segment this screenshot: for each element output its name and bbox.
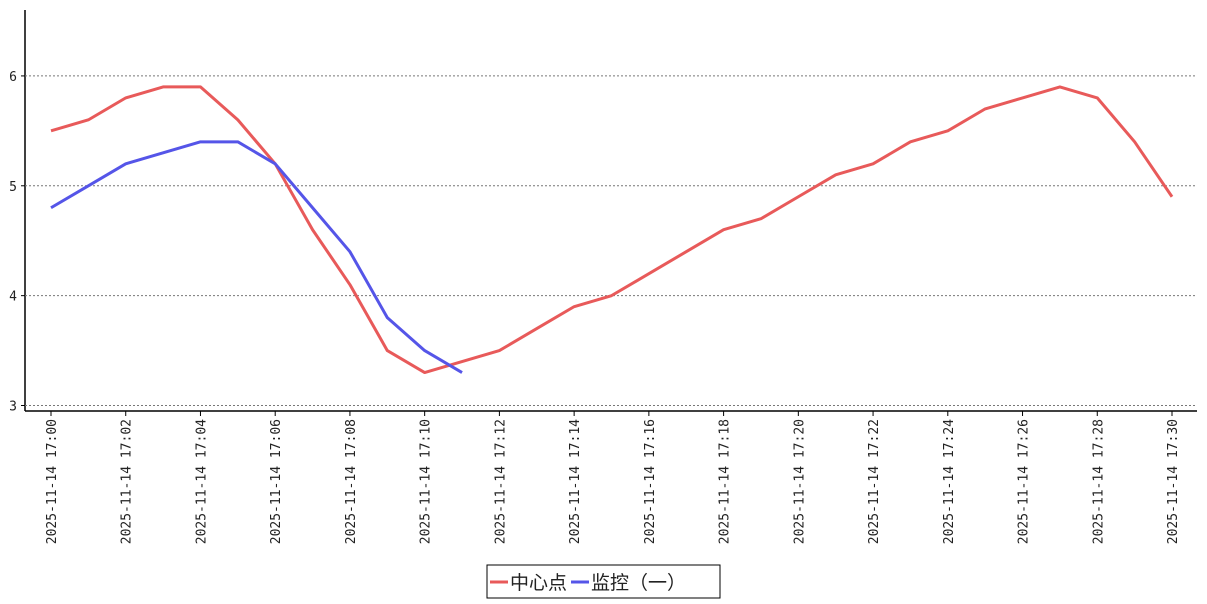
x-tick-label: 2025-11-14 17:06	[269, 419, 284, 544]
y-tick-label: 6	[9, 70, 17, 85]
x-tick-label: 2025-11-14 17:22	[867, 419, 882, 544]
legend-label: 中心点	[510, 572, 567, 594]
x-tick-label: 2025-11-14 17:20	[792, 419, 807, 544]
legend-label: 监控（一）	[591, 572, 686, 594]
x-tick-label: 2025-11-14 17:04	[194, 419, 209, 544]
series-line	[50, 140, 463, 374]
x-tick-label: 2025-11-14 17:12	[493, 419, 508, 544]
y-tick-label: 3	[9, 400, 17, 415]
y-tick-label: 4	[9, 290, 17, 305]
x-tick-label: 2025-11-14 17:02	[120, 419, 135, 544]
x-tick-label: 2025-11-14 17:14	[568, 419, 583, 544]
x-tick-label: 2025-11-14 17:00	[45, 419, 60, 544]
x-tick-label: 2025-11-14 17:16	[643, 419, 658, 544]
x-tick-label: 2025-11-14 17:10	[419, 419, 434, 544]
x-tick-label: 2025-11-14 17:18	[718, 419, 733, 544]
x-tick-label: 2025-11-14 17:26	[1017, 419, 1032, 544]
x-tick-label: 2025-11-14 17:08	[344, 419, 359, 544]
legend-box	[486, 564, 721, 599]
x-tick-label: 2025-11-14 17:24	[942, 419, 957, 544]
series-line	[50, 85, 1174, 375]
x-tick-label: 2025-11-14 17:30	[1166, 419, 1181, 544]
x-tick-label: 2025-11-14 17:28	[1091, 419, 1106, 544]
y-tick-label: 5	[9, 180, 17, 195]
